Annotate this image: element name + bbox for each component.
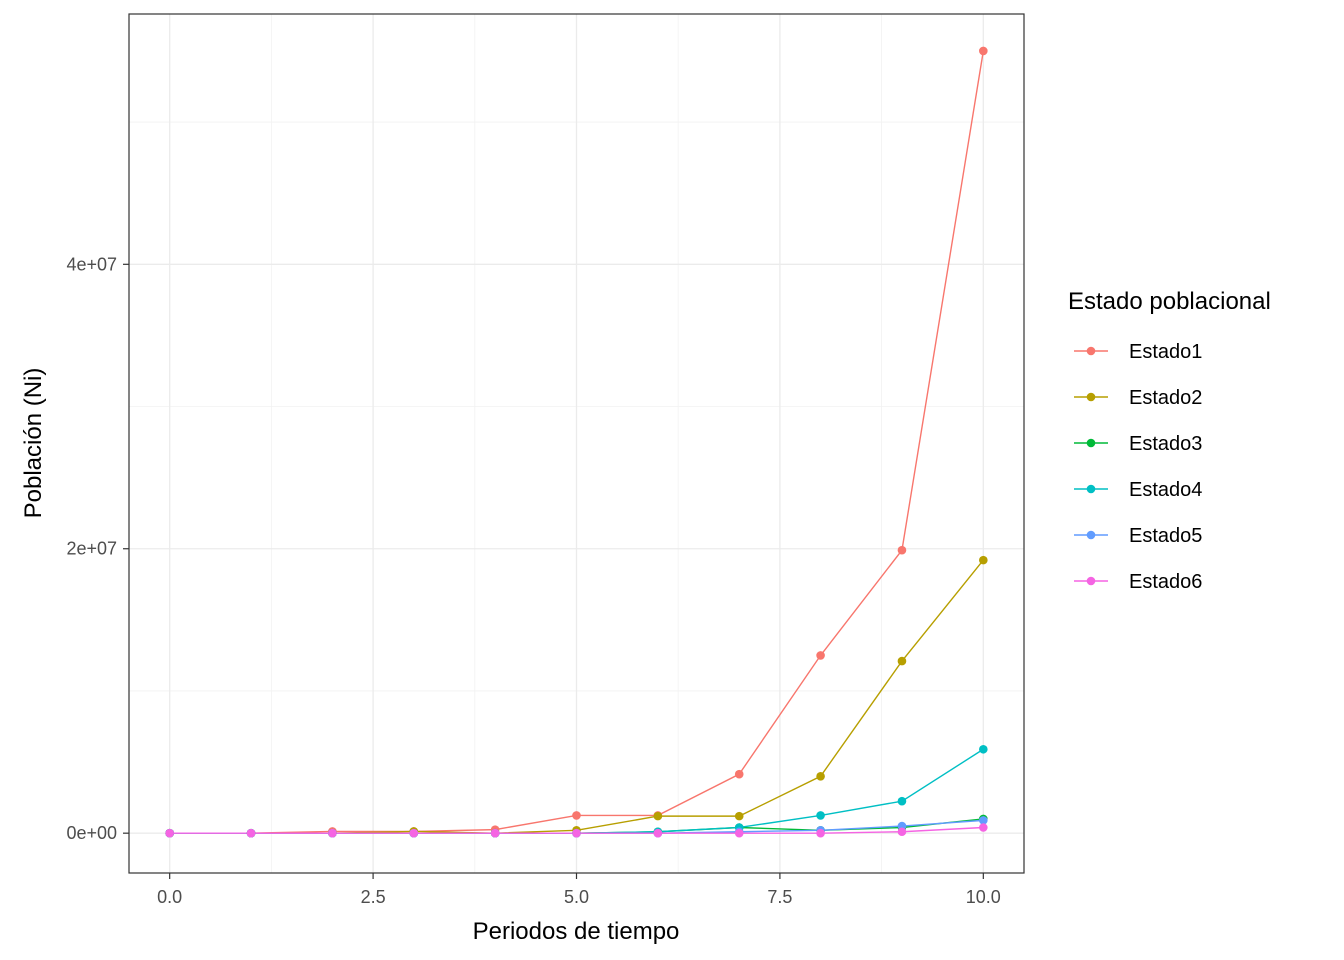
- legend: Estado poblacional Estado1 Estado2 Estado3…: [1068, 288, 1271, 593]
- series-layer: [165, 46, 988, 838]
- legend-label-estado2: Estado2: [1129, 387, 1202, 409]
- y-axis-title: Población (Ni): [20, 368, 47, 519]
- legend-label-estado4: Estado4: [1129, 479, 1202, 501]
- x-tick-label: 2.5: [361, 887, 386, 907]
- x-axis-title: Periodos de tiempo: [473, 918, 680, 945]
- legend-label-estado6: Estado6: [1129, 571, 1202, 593]
- data-point-estado6: [165, 828, 174, 838]
- legend-key-point-estado6: [1086, 576, 1096, 586]
- data-point-estado6: [653, 828, 663, 838]
- legend-key-point-estado3: [1086, 438, 1096, 448]
- data-point-estado1: [734, 769, 744, 779]
- data-point-estado2: [653, 811, 663, 821]
- data-point-estado5: [979, 816, 988, 825]
- data-point-estado6: [328, 828, 337, 838]
- x-tick-label: 5.0: [564, 887, 589, 907]
- y-tick-label: 4e+07: [66, 254, 117, 274]
- grid-major: [129, 14, 1024, 873]
- x-axis: 0.0 2.5 5.0 7.5 10.0: [157, 873, 1001, 907]
- x-tick-label: 0.0: [157, 887, 182, 907]
- data-point-estado6: [490, 828, 500, 838]
- legend-key-point-estado1: [1086, 346, 1096, 356]
- y-axis: 0e+00 2e+07 4e+07: [66, 254, 129, 843]
- data-point-estado1: [897, 545, 907, 555]
- data-point-estado2: [979, 555, 988, 565]
- data-point-estado6: [572, 828, 581, 838]
- legend-key-point-estado2: [1086, 392, 1096, 402]
- data-point-estado4: [979, 744, 988, 754]
- data-point-estado6: [409, 828, 419, 838]
- legend-label-estado5: Estado5: [1129, 525, 1202, 547]
- data-point-estado1: [572, 811, 581, 820]
- data-point-estado2: [897, 656, 907, 666]
- data-point-estado6: [979, 823, 988, 832]
- legend-label-estado3: Estado3: [1129, 433, 1202, 455]
- legend-title: Estado poblacional: [1068, 288, 1271, 315]
- data-point-estado6: [734, 828, 744, 838]
- y-tick-label: 0e+00: [66, 823, 117, 843]
- data-point-estado6: [816, 828, 825, 838]
- data-point-estado1: [816, 651, 825, 660]
- data-point-estado1: [979, 46, 988, 56]
- data-point-estado4: [897, 796, 907, 806]
- y-tick-label: 2e+07: [66, 539, 117, 559]
- data-point-estado6: [246, 828, 256, 838]
- legend-key-point-estado4: [1086, 484, 1096, 494]
- x-tick-label: 10.0: [966, 887, 1001, 907]
- data-point-estado2: [816, 771, 825, 781]
- legend-label-estado1: Estado1: [1129, 341, 1202, 363]
- data-point-estado2: [734, 811, 744, 821]
- data-point-estado4: [816, 811, 825, 820]
- data-point-estado6: [897, 827, 907, 837]
- x-tick-label: 7.5: [767, 887, 792, 907]
- legend-key-point-estado5: [1086, 530, 1096, 540]
